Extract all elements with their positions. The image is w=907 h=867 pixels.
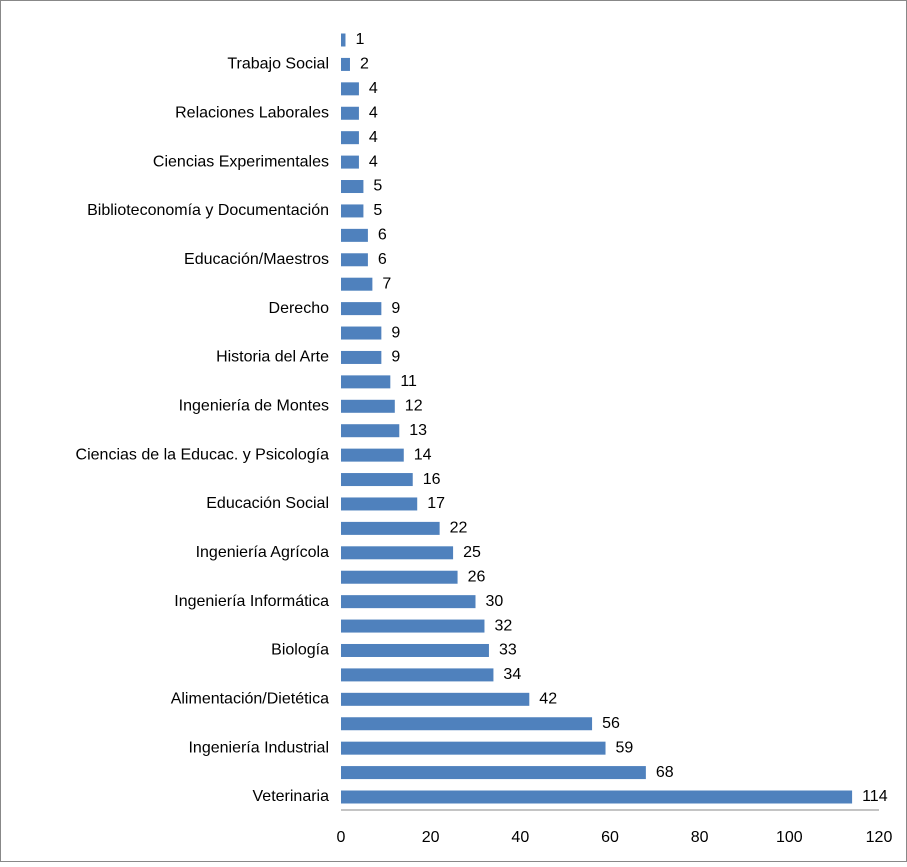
value-label: 11 (400, 373, 417, 390)
bar (341, 521, 440, 535)
value-label: 6 (378, 251, 387, 268)
y-tick-label: Educación/Maestros (184, 251, 329, 268)
bar (341, 155, 359, 169)
bar (341, 204, 364, 218)
y-tick-label: Alimentación/Dietética (171, 691, 329, 708)
bar (341, 497, 418, 511)
y-tick-label: Historia del Arte (216, 349, 329, 366)
bar (341, 570, 458, 584)
bar (341, 57, 350, 71)
value-label: 2 (360, 56, 369, 73)
bar (341, 106, 359, 120)
bar (341, 350, 382, 364)
value-label: 22 (450, 520, 468, 537)
value-label: 4 (369, 104, 378, 121)
value-label: 26 (468, 568, 486, 585)
bar (341, 82, 359, 96)
y-tick-label: Ingeniería Agrícola (196, 544, 330, 561)
value-label: 1 (355, 31, 364, 48)
value-label: 42 (539, 691, 557, 708)
y-tick-label: Biología (271, 642, 329, 659)
bar (341, 424, 400, 438)
y-tick-label: Derecho (269, 300, 330, 317)
y-tick-label: Ingeniería de Montes (179, 398, 329, 415)
x-tick-label: 60 (601, 829, 619, 846)
y-tick-label: Ingeniería Industrial (188, 739, 329, 756)
value-label: 9 (391, 349, 400, 366)
bar (341, 546, 454, 560)
bar (341, 595, 476, 609)
x-tick-label: 80 (691, 829, 709, 846)
bar (341, 253, 368, 267)
value-label: 32 (494, 617, 512, 634)
value-label: 114 (862, 788, 888, 805)
value-label: 56 (602, 715, 620, 732)
bar (341, 399, 395, 413)
value-label: 5 (373, 202, 382, 219)
value-label: 4 (369, 153, 378, 170)
value-label: 6 (378, 227, 387, 244)
y-tick-label: Ciencias de la Educac. y Psicología (76, 446, 330, 463)
y-tick-label: Biblioteconomía y Documentación (87, 202, 329, 219)
bar (341, 766, 646, 780)
y-tick-label: Ciencias Experimentales (153, 153, 329, 170)
bar (341, 448, 404, 462)
bar (341, 790, 853, 804)
value-label: 14 (414, 446, 432, 463)
value-label: 30 (486, 593, 504, 610)
value-label: 5 (373, 178, 382, 195)
bar (341, 277, 373, 291)
value-label: 12 (405, 398, 423, 415)
value-label: 4 (369, 80, 378, 97)
bar (341, 741, 606, 755)
bar (341, 692, 530, 706)
x-tick-label: 40 (511, 829, 529, 846)
x-tick-label: 20 (422, 829, 440, 846)
bar (341, 375, 391, 389)
value-label: 4 (369, 129, 378, 146)
value-label: 17 (427, 495, 445, 512)
value-label: 7 (382, 275, 391, 292)
x-tick-label: 120 (866, 829, 893, 846)
bar (341, 33, 346, 47)
value-label: 59 (616, 739, 634, 756)
value-label: 16 (423, 471, 441, 488)
value-label: 68 (656, 764, 674, 781)
value-label: 9 (391, 324, 400, 341)
value-label: 34 (503, 666, 521, 683)
value-label: 25 (463, 544, 481, 561)
y-tick-label: Veterinaria (253, 788, 330, 805)
bar (341, 302, 382, 316)
value-label: 33 (499, 642, 517, 659)
y-tick-label: Ingeniería Informática (174, 593, 329, 610)
bar (341, 668, 494, 682)
y-tick-label: Trabajo Social (227, 56, 329, 73)
bar (341, 717, 593, 731)
bar (341, 131, 359, 145)
bar (341, 180, 364, 194)
value-label: 13 (409, 422, 427, 439)
y-tick-label: Educación Social (206, 495, 329, 512)
y-tick-label: Relaciones Laborales (175, 104, 329, 121)
bar (341, 619, 485, 633)
bar (341, 228, 368, 242)
value-label: 9 (391, 300, 400, 317)
x-tick-label: 100 (776, 829, 803, 846)
bar (341, 643, 489, 657)
x-tick-label: 0 (337, 829, 346, 846)
bar (341, 326, 382, 340)
bar (341, 473, 413, 487)
